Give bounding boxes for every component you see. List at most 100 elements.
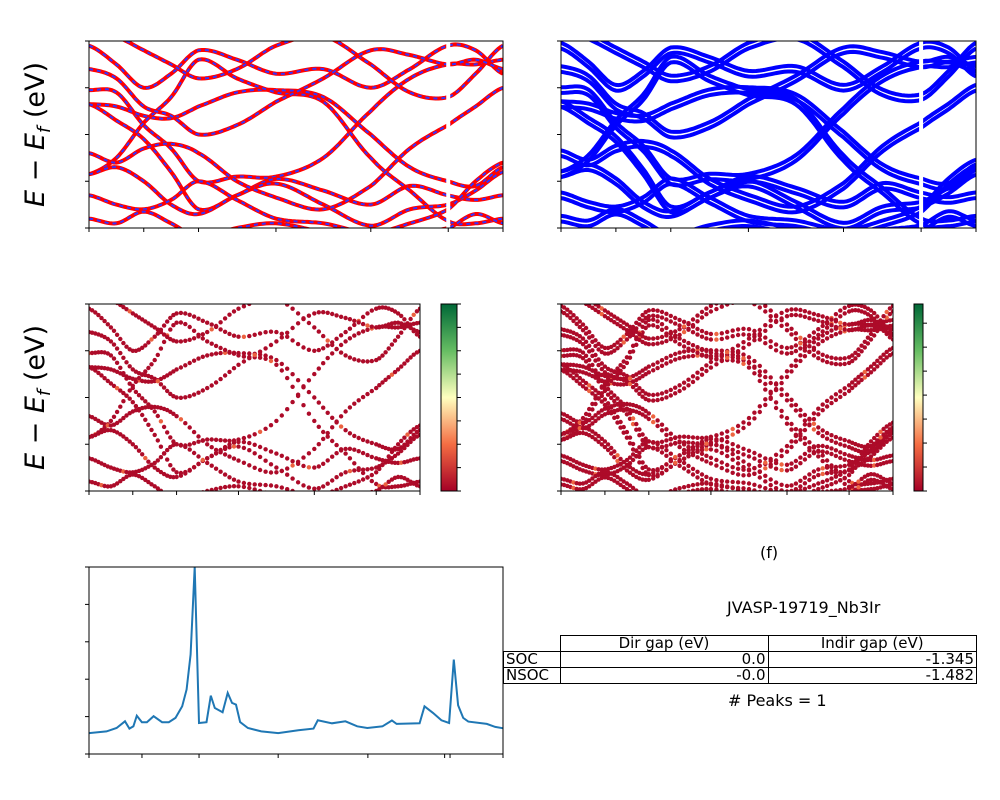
projection-point — [798, 358, 803, 364]
projection-point — [829, 355, 834, 360]
projection-point — [618, 477, 623, 482]
projection-point — [677, 323, 682, 328]
projection-point — [252, 352, 257, 358]
projection-point — [241, 359, 247, 364]
projection-point — [820, 449, 825, 454]
projection-point — [668, 442, 673, 447]
projection-point — [673, 315, 678, 321]
projection-point — [417, 334, 420, 339]
projection-point — [179, 498, 183, 502]
panel-a: E − Ef (eV) — [20, 40, 504, 232]
projection-point — [196, 316, 201, 321]
projection-point — [386, 479, 391, 484]
projection-point — [356, 331, 361, 336]
projection-point — [114, 430, 120, 435]
projection-point — [816, 430, 821, 436]
projection-point — [677, 492, 681, 496]
projection-point — [360, 329, 366, 334]
projection-point — [124, 413, 129, 418]
projection-point — [789, 332, 794, 337]
projection-point — [343, 409, 348, 414]
projection-point — [646, 444, 651, 450]
projection-point — [301, 463, 306, 469]
projection-point — [574, 316, 579, 321]
projection-point — [165, 430, 170, 435]
projection-point — [719, 488, 724, 491]
projection-point — [577, 375, 582, 381]
projection-point — [124, 393, 129, 398]
projection-point — [618, 382, 623, 387]
projection-point — [146, 459, 151, 464]
projection-point — [725, 462, 730, 468]
projection-point — [708, 309, 714, 314]
projection-point — [757, 463, 762, 468]
projection-point — [695, 345, 700, 350]
projection-point — [695, 487, 700, 491]
projection-point — [798, 428, 803, 433]
projection-point — [321, 361, 326, 366]
projection-point — [637, 376, 642, 381]
projection-point — [758, 500, 762, 504]
projection-point — [222, 316, 228, 321]
projection-point — [118, 365, 123, 370]
projection-point — [746, 448, 752, 453]
projection-point — [369, 478, 374, 484]
projection-point — [191, 450, 197, 456]
projection-point — [878, 429, 883, 434]
projection-point — [587, 304, 592, 308]
table-header: Indir gap (eV) — [767, 635, 977, 652]
projection-point — [274, 362, 279, 367]
projection-point — [829, 470, 834, 475]
projection-point — [779, 350, 784, 355]
projection-point — [158, 346, 164, 351]
projection-point — [218, 485, 223, 491]
projection-point — [162, 491, 166, 495]
projection-point — [247, 333, 252, 339]
projection-point — [252, 451, 257, 456]
projection-point — [890, 420, 893, 425]
projection-point — [178, 473, 184, 478]
projection-point — [704, 453, 709, 458]
projection-point — [200, 354, 205, 359]
projection-point — [659, 340, 665, 345]
projection-point — [881, 442, 886, 447]
projection-point — [695, 443, 700, 449]
projection-point — [399, 330, 404, 335]
projection-point — [108, 353, 114, 358]
projection-point — [736, 294, 740, 298]
projection-point — [102, 376, 107, 381]
projection-point — [615, 414, 620, 420]
projection-point — [881, 358, 886, 363]
projection-point — [325, 410, 330, 415]
band-line — [89, 57, 503, 185]
projection-point — [719, 304, 724, 309]
projection-point — [838, 472, 843, 477]
projection-point — [824, 359, 830, 365]
projection-point — [865, 372, 871, 378]
projection-point — [231, 440, 237, 445]
projection-point — [741, 446, 746, 451]
projection-point — [118, 479, 123, 484]
projection-point — [673, 435, 678, 441]
projection-point — [820, 314, 825, 319]
projection-point — [708, 436, 714, 442]
projection-point — [640, 499, 644, 503]
projection-point — [152, 484, 157, 489]
projection-point — [833, 448, 839, 453]
projection-point — [395, 311, 401, 316]
projection-point — [183, 338, 188, 343]
projection-point — [637, 391, 642, 396]
projection-point — [621, 326, 626, 331]
projection-point — [306, 320, 312, 326]
projection-point — [731, 295, 735, 299]
projection-point — [124, 436, 129, 442]
projection-point — [583, 411, 589, 417]
projection-point — [793, 481, 799, 486]
projection-point — [681, 460, 687, 466]
projection-point — [417, 329, 420, 335]
projection-point — [875, 438, 880, 443]
projection-point — [312, 486, 317, 491]
projection-point — [222, 452, 228, 457]
projection-point — [811, 444, 817, 449]
projection-point — [655, 423, 660, 429]
